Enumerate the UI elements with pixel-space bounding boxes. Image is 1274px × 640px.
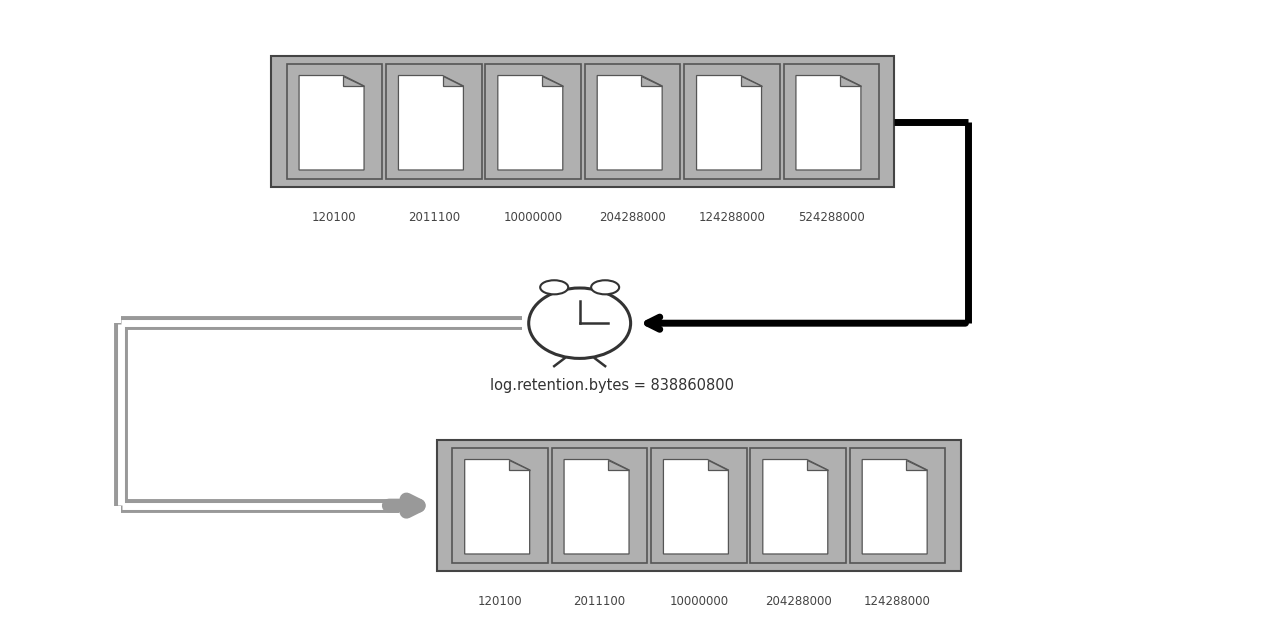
FancyBboxPatch shape (485, 64, 581, 179)
FancyBboxPatch shape (437, 440, 961, 571)
Text: 10000000: 10000000 (669, 595, 729, 608)
Polygon shape (343, 76, 364, 86)
FancyBboxPatch shape (452, 448, 548, 563)
Polygon shape (442, 76, 464, 86)
Polygon shape (806, 460, 828, 470)
Polygon shape (541, 76, 563, 86)
Polygon shape (465, 460, 530, 554)
Text: 2011100: 2011100 (408, 211, 460, 224)
Polygon shape (399, 76, 464, 170)
Polygon shape (906, 460, 927, 470)
FancyBboxPatch shape (271, 56, 894, 187)
Polygon shape (299, 76, 364, 170)
Ellipse shape (529, 288, 631, 358)
Text: 120100: 120100 (478, 595, 522, 608)
Polygon shape (564, 460, 629, 554)
Polygon shape (608, 460, 629, 470)
Polygon shape (641, 76, 662, 86)
FancyBboxPatch shape (552, 448, 647, 563)
FancyBboxPatch shape (585, 64, 680, 179)
FancyBboxPatch shape (651, 448, 747, 563)
Text: 524288000: 524288000 (798, 211, 865, 224)
FancyBboxPatch shape (287, 64, 382, 179)
Text: 10000000: 10000000 (503, 211, 563, 224)
FancyBboxPatch shape (784, 64, 879, 179)
Circle shape (540, 280, 568, 294)
Polygon shape (707, 460, 729, 470)
FancyBboxPatch shape (750, 448, 846, 563)
Circle shape (591, 280, 619, 294)
Polygon shape (796, 76, 861, 170)
Polygon shape (508, 460, 530, 470)
Text: 2011100: 2011100 (573, 595, 626, 608)
Polygon shape (763, 460, 828, 554)
Text: 120100: 120100 (312, 211, 357, 224)
FancyBboxPatch shape (850, 448, 945, 563)
Polygon shape (598, 76, 662, 170)
Text: 204288000: 204288000 (764, 595, 832, 608)
Polygon shape (862, 460, 927, 554)
FancyBboxPatch shape (684, 64, 780, 179)
Polygon shape (697, 76, 762, 170)
Polygon shape (664, 460, 729, 554)
Text: 204288000: 204288000 (599, 211, 666, 224)
Text: 124288000: 124288000 (698, 211, 766, 224)
Polygon shape (740, 76, 762, 86)
Polygon shape (840, 76, 861, 86)
Polygon shape (498, 76, 563, 170)
FancyBboxPatch shape (386, 64, 482, 179)
Text: log.retention.bytes = 838860800: log.retention.bytes = 838860800 (489, 378, 734, 392)
Text: 124288000: 124288000 (864, 595, 931, 608)
